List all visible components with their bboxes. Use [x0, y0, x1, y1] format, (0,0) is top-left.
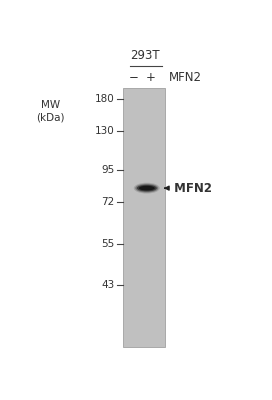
Ellipse shape: [137, 185, 157, 192]
Text: 180: 180: [95, 94, 115, 104]
Text: 95: 95: [101, 165, 115, 175]
Text: 130: 130: [95, 126, 115, 136]
Text: 293T: 293T: [130, 49, 159, 62]
Text: MW
(kDa): MW (kDa): [37, 100, 65, 123]
Text: 43: 43: [101, 280, 115, 290]
Text: MFN2: MFN2: [170, 182, 212, 195]
Bar: [122, 88, 165, 347]
Text: −: −: [129, 71, 139, 84]
Text: MFN2: MFN2: [169, 71, 202, 84]
Ellipse shape: [134, 183, 160, 194]
Ellipse shape: [135, 184, 158, 192]
Text: 55: 55: [101, 238, 115, 248]
Ellipse shape: [139, 186, 155, 190]
Text: 72: 72: [101, 197, 115, 207]
Text: +: +: [146, 71, 156, 84]
